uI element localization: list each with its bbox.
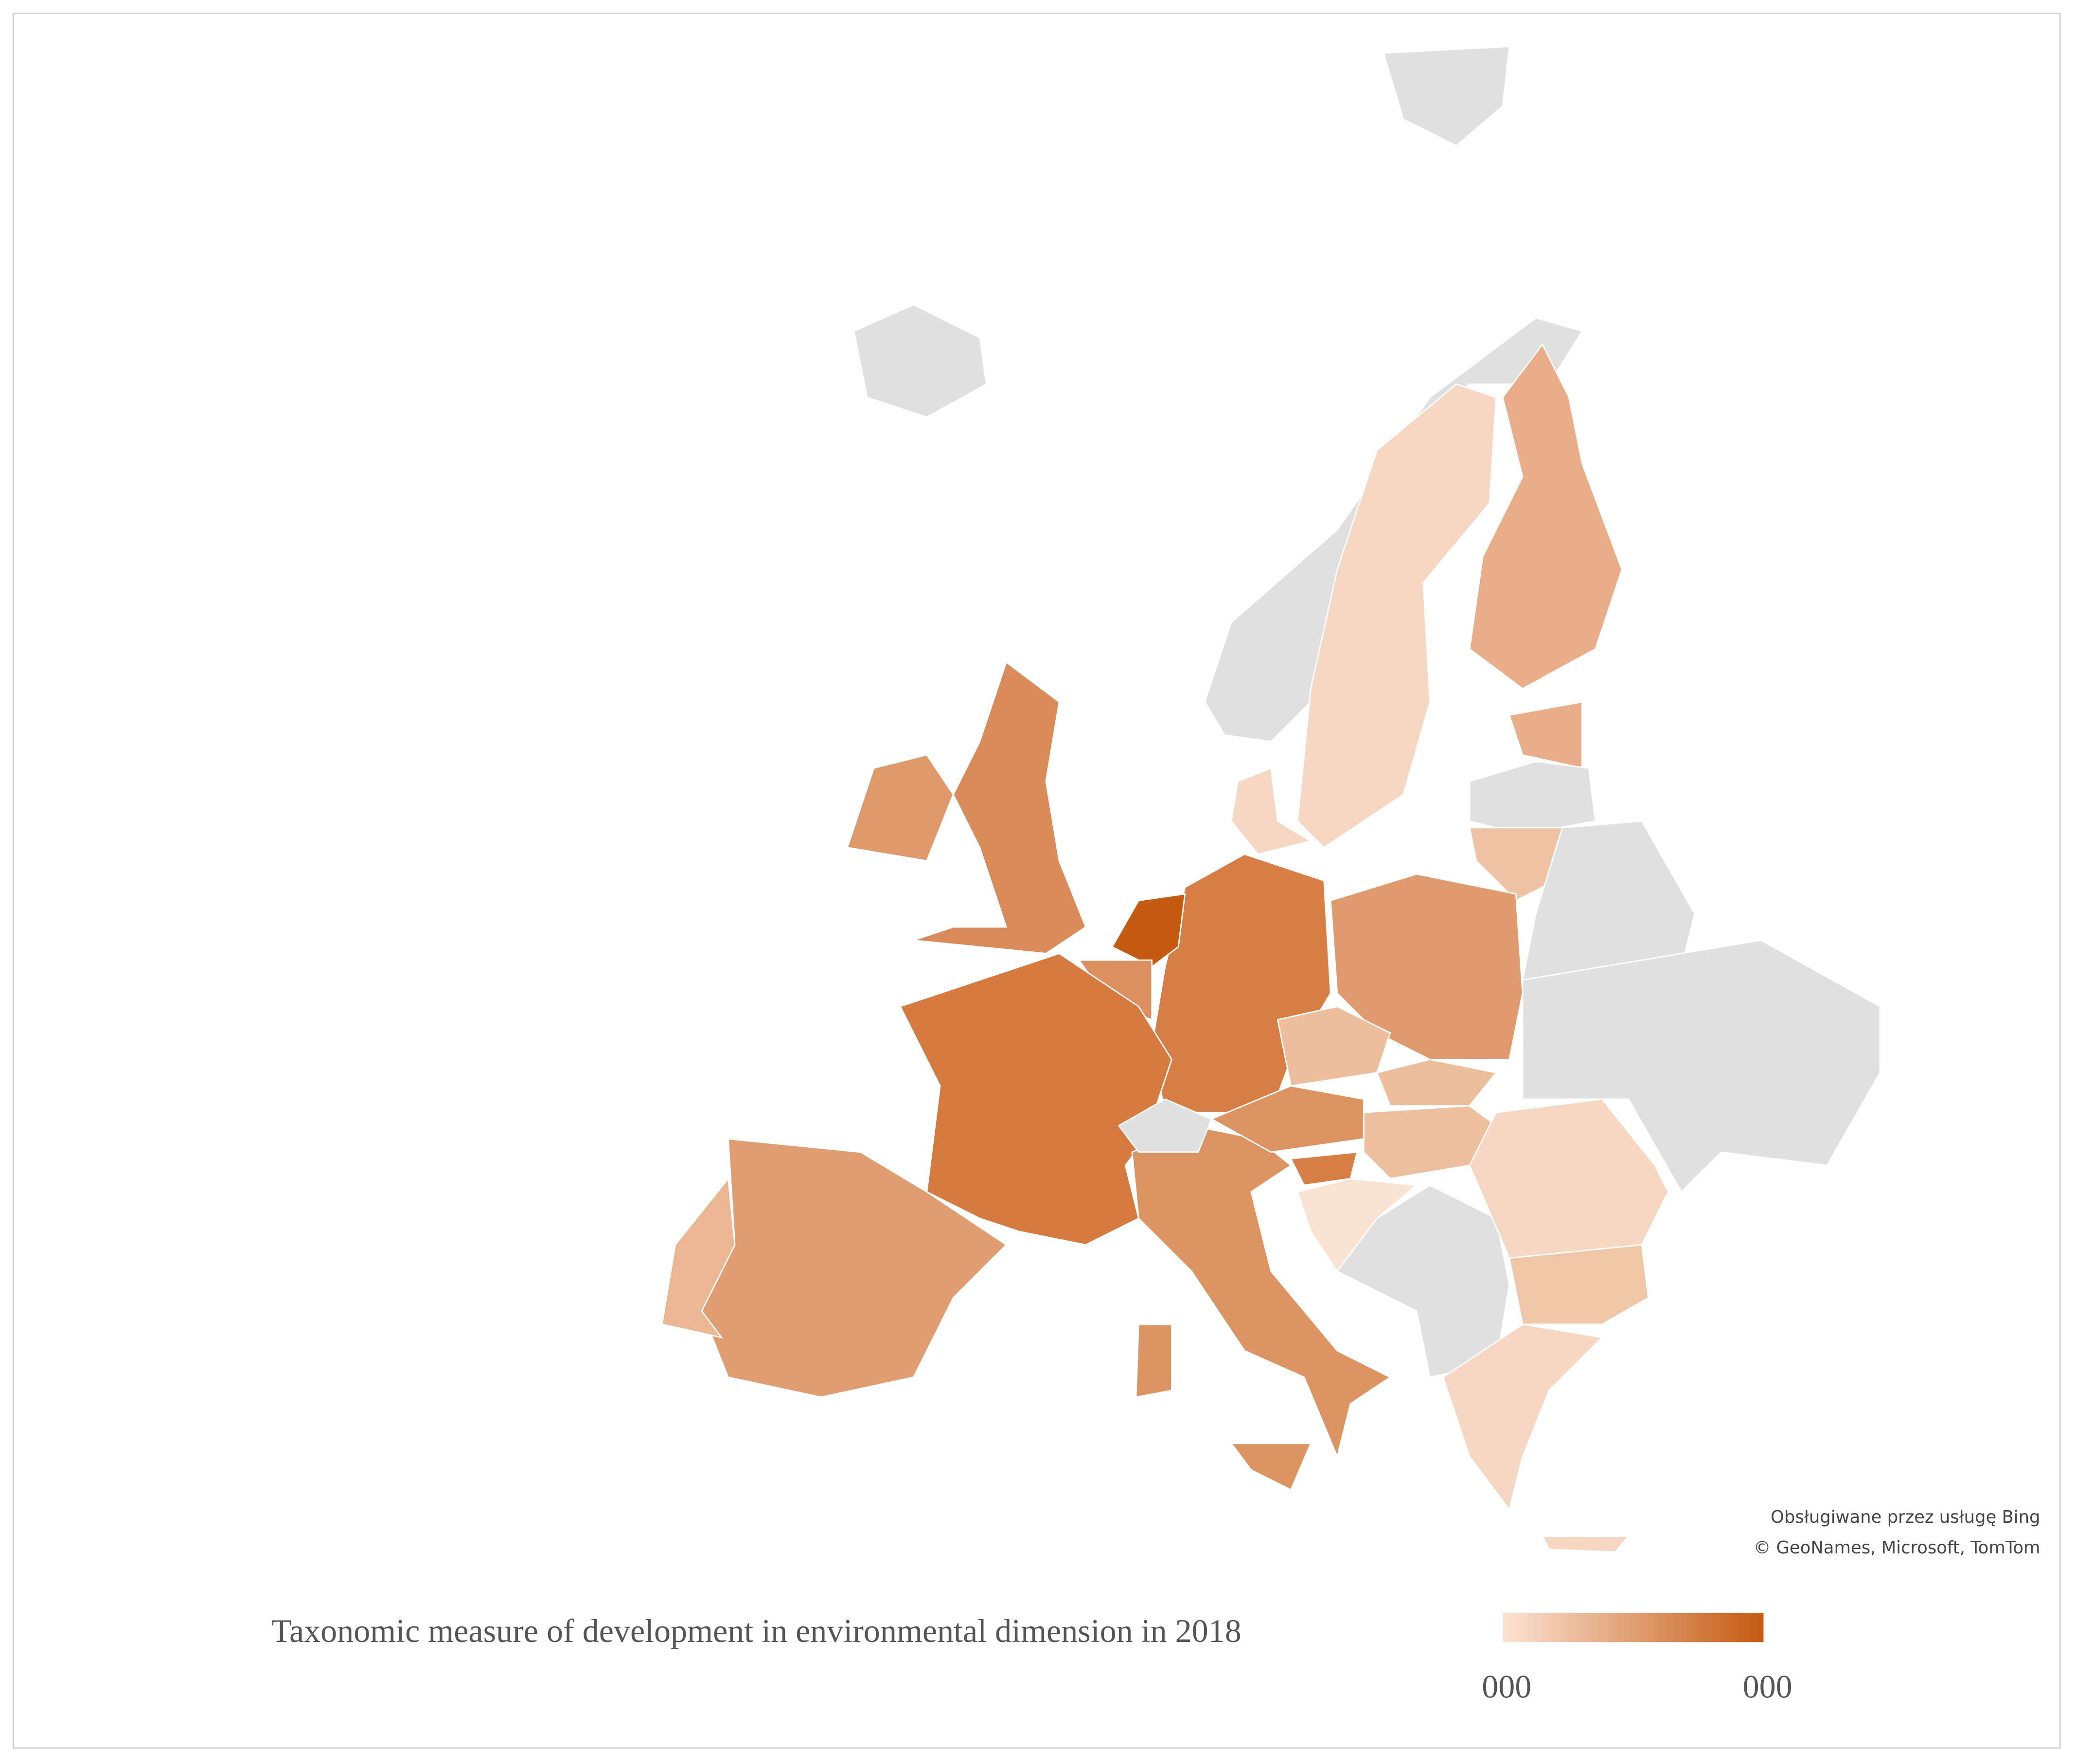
bulgaria [1508,1244,1650,1325]
lithuania [1469,827,1570,902]
legend-max-label: 000 [1743,1668,1792,1705]
iceland [853,303,987,418]
attribution-line: © GeoNames, Microsoft, TomTom [1754,1538,2041,1558]
poland [1330,873,1524,1060]
sweden [1296,383,1497,849]
ireland [846,754,954,862]
attribution-line: Obsługiwane przez usługę Bing [1771,1507,2040,1527]
crete [1541,1535,1630,1553]
switzerland [1118,1098,1212,1153]
balkans [1336,1184,1510,1378]
legend-title: Taxonomic measure of development in envi… [271,1612,1242,1649]
sicily [1230,1443,1312,1491]
legend-min-label: 000 [1482,1668,1531,1705]
slovakia [1376,1058,1497,1106]
legend-gradient [1503,1613,1764,1642]
latvia [1469,761,1597,835]
finland [1469,343,1623,690]
svalbard [1383,46,1510,147]
greece [1442,1323,1604,1512]
czechia [1277,1005,1391,1087]
france [899,953,1172,1246]
map [661,46,1881,1553]
ukraine [1522,939,1881,1193]
sardinia [1135,1323,1172,1398]
denmark [1230,767,1313,855]
united-kingdom [913,661,1087,954]
portugal [661,1176,736,1339]
norway [1204,317,1583,743]
